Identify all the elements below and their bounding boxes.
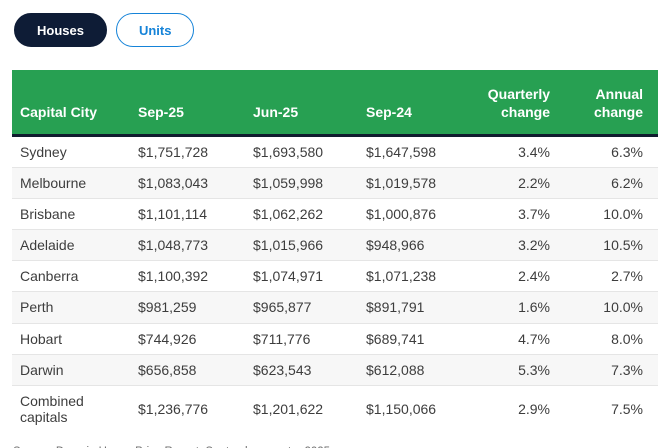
price-cell: $1,000,876	[358, 198, 468, 230]
price-cell: $1,751,728	[138, 144, 209, 160]
city-cell: Melbourne	[12, 167, 130, 199]
city-cell: Darwin	[12, 353, 130, 386]
price-cell: $981,259	[130, 291, 245, 324]
quarterly-change-cell: 1.6%	[468, 291, 558, 324]
city-cell: Sydney	[20, 144, 67, 160]
table-row-hobart: Hobart $744,926 $711,776 $689,741 4.7% 8…	[12, 322, 658, 355]
price-cell: $1,693,580	[253, 144, 324, 160]
city-cell: Brisbane	[12, 198, 130, 230]
price-cell: $1,236,776	[130, 384, 245, 432]
table-row-melbourne: Melbourne $1,083,043 $1,059,998 $1,019,5…	[12, 167, 658, 199]
quarterly-change-cell: 2.9%	[468, 384, 558, 432]
units-toggle-button[interactable]: Units	[115, 13, 195, 47]
annual-change-cell: 10.0%	[558, 291, 658, 324]
table-row-canberra: Canberra $1,100,392 $1,074,971 $1,071,23…	[12, 260, 658, 292]
price-cell: $656,858	[130, 353, 245, 386]
price-cell: $1,019,578	[358, 167, 468, 199]
property-type-toggle: Houses Units	[14, 13, 670, 47]
table-row-combined-capitals: Combined capitals $1,236,776 $1,201,622 …	[12, 384, 658, 432]
price-cell: $1,647,598	[366, 144, 437, 160]
source-note: Source: Domain House Price Report, Septe…	[13, 446, 670, 448]
annual-change-cell: 7.3%	[558, 353, 658, 386]
price-cell: $1,015,966	[245, 229, 358, 261]
table-row-sydney: Sydney $1,751,728 $1,693,580 $1,647,598 …	[12, 136, 658, 168]
table-row-brisbane: Brisbane $1,101,114 $1,062,262 $1,000,87…	[12, 198, 658, 230]
annual-change-cell: 2.7%	[558, 260, 658, 292]
price-cell: $891,791	[358, 291, 468, 324]
annual-change-cell: 6.3%	[611, 144, 643, 160]
price-table: Capital City Sep-25 Jun-25 Sep-24 Quarte…	[12, 70, 658, 432]
quarterly-change-cell: 2.2%	[468, 167, 558, 199]
column-header-capital-city: Capital City	[12, 70, 130, 137]
city-cell: Hobart	[12, 322, 130, 355]
quarterly-change-cell: 3.7%	[468, 198, 558, 230]
column-header-sep-25: Sep-25	[130, 70, 245, 137]
city-cell: Adelaide	[12, 229, 130, 261]
annual-change-cell: 8.0%	[558, 322, 658, 355]
column-header-jun-25: Jun-25	[245, 70, 358, 137]
table-row-adelaide: Adelaide $1,048,773 $1,015,966 $948,966 …	[12, 229, 658, 261]
price-cell: $744,926	[130, 322, 245, 355]
quarterly-change-cell: 4.7%	[468, 322, 558, 355]
annual-change-cell: 10.0%	[558, 198, 658, 230]
price-cell: $689,741	[358, 322, 468, 355]
table-header-row: Capital City Sep-25 Jun-25 Sep-24 Quarte…	[12, 70, 658, 137]
price-cell: $1,048,773	[130, 229, 245, 261]
city-cell: Canberra	[12, 260, 130, 292]
price-cell: $1,201,622	[245, 384, 358, 432]
price-cell: $1,071,238	[358, 260, 468, 292]
table-row-darwin: Darwin $656,858 $623,543 $612,088 5.3% 7…	[12, 353, 658, 386]
annual-change-cell: 7.5%	[558, 384, 658, 432]
table-row-perth: Perth $981,259 $965,877 $891,791 1.6% 10…	[12, 291, 658, 324]
price-cell: $1,100,392	[130, 260, 245, 292]
price-cell: $1,150,066	[358, 384, 468, 432]
price-cell: $1,074,971	[245, 260, 358, 292]
column-header-quarterly-change: Quarterly change	[468, 70, 558, 137]
price-cell: $965,877	[245, 291, 358, 324]
city-cell: Perth	[12, 291, 130, 324]
price-table-container: Capital City Sep-25 Jun-25 Sep-24 Quarte…	[12, 70, 658, 432]
city-cell: Combined capitals	[12, 384, 130, 432]
annual-change-cell: 10.5%	[558, 229, 658, 261]
price-cell: $1,062,262	[245, 198, 358, 230]
quarterly-change-cell: 5.3%	[468, 353, 558, 386]
annual-change-cell: 6.2%	[558, 167, 658, 199]
price-cell: $1,083,043	[130, 167, 245, 199]
houses-toggle-button[interactable]: Houses	[14, 13, 107, 47]
price-cell: $612,088	[358, 353, 468, 386]
price-cell: $948,966	[358, 229, 468, 261]
column-header-sep-24: Sep-24	[358, 70, 468, 137]
price-cell: $623,543	[245, 353, 358, 386]
price-cell: $1,101,114	[130, 198, 245, 230]
price-cell: $711,776	[245, 322, 358, 355]
quarterly-change-cell: 2.4%	[468, 260, 558, 292]
price-cell: $1,059,998	[245, 167, 358, 199]
quarterly-change-cell: 3.2%	[468, 229, 558, 261]
column-header-annual-change: Annual change	[558, 70, 658, 137]
quarterly-change-cell: 3.4%	[518, 144, 550, 160]
